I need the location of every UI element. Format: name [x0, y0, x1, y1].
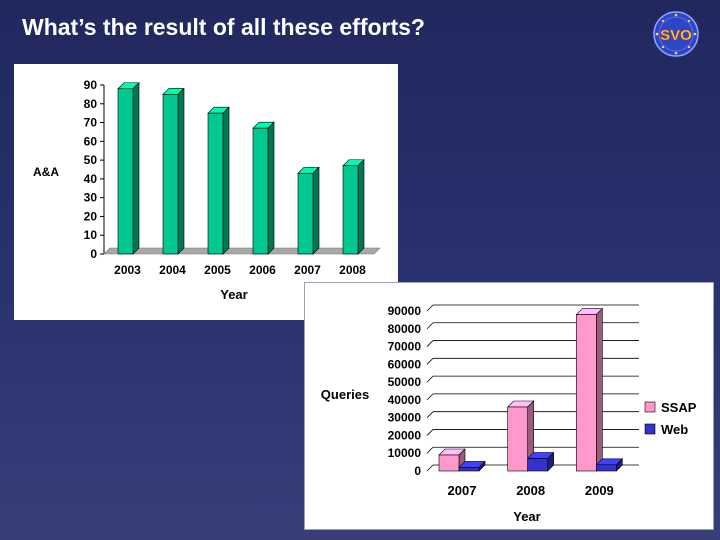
y-tick-label: 0: [90, 247, 97, 261]
x-axis-label: Year: [220, 287, 247, 302]
x-tick-label: 2008: [516, 483, 545, 498]
gridline-depth: [426, 446, 434, 454]
x-tick-label: 2005: [204, 263, 231, 277]
y-tick-label: 50000: [388, 375, 422, 389]
y-tick-label: 20000: [388, 428, 422, 442]
x-tick-label: 2007: [448, 483, 477, 498]
slide-title: What’s the result of all these efforts?: [22, 14, 425, 40]
y-tick-label: 80: [84, 97, 98, 111]
gridline-depth: [426, 411, 434, 418]
bar-2007: [297, 166, 320, 255]
y-axis-ticks: 0 10000 20000 30000 40000 50000 60000 70000 8000…: [388, 304, 422, 478]
bar-2003: [117, 82, 140, 255]
x-tick-label: 2008: [339, 263, 366, 277]
y-tick-label: 60000: [388, 357, 422, 371]
legend-label-ssap: SSAP: [661, 400, 697, 415]
bar-2005: [207, 106, 230, 255]
y-tick-label: 50: [84, 153, 98, 167]
x-tick-label: 2004: [159, 263, 186, 277]
x-axis-labels: 2007 2008 2009: [448, 483, 614, 498]
bar-2008: [342, 159, 365, 255]
y-tick-label: 40000: [388, 393, 422, 407]
legend-label-web: Web: [661, 422, 688, 437]
gridline-depth: [426, 464, 434, 472]
gridline-depth: [426, 304, 434, 312]
legend-swatch-ssap: [644, 401, 656, 413]
legend: SSAP Web: [639, 393, 709, 443]
y-tick-label: 90: [84, 78, 98, 92]
legend-swatch-web: [644, 423, 656, 435]
aa-chart-panel: 0 10 20 30 40 50 60 70 80 90 2003 2004 2005 2006 2007…: [14, 64, 398, 320]
legend-box: [639, 393, 709, 443]
y-tick-label: 30: [84, 191, 98, 205]
y-tick-label: 80000: [388, 322, 422, 336]
bar-SSAP-2007: [438, 448, 466, 472]
gridline-depth: [426, 393, 434, 401]
x-tick-label: 2006: [249, 263, 276, 277]
gridline-depth: [426, 358, 434, 365]
queries-chart: 0 10000 20000 30000 40000 50000 60000 70000 8000…: [321, 304, 709, 524]
x-tick-label: 2003: [114, 263, 141, 277]
y-tick-label: 10: [84, 228, 98, 242]
bar-SSAP-2009: [575, 307, 604, 472]
y-tick-label: 30000: [388, 411, 422, 425]
bar-Web-2007: [458, 460, 486, 472]
bar-2004: [162, 87, 185, 255]
y-tick-label: 40: [84, 172, 98, 186]
x-tick-label: 2007: [294, 263, 321, 277]
svo-logo: SVO: [653, 11, 699, 57]
queries-chart-panel: 0 10000 20000 30000 40000 50000 60000 70000 8000…: [304, 282, 714, 530]
bar-Web-2008: [526, 451, 555, 472]
y-tick-label: 70: [84, 116, 98, 130]
y-tick-label: 60: [84, 134, 98, 148]
x-tick-label: 2009: [585, 483, 614, 498]
y-tick-label: 90000: [388, 304, 422, 318]
bar-2006: [252, 121, 275, 255]
gridline-depth: [426, 340, 434, 347]
gridline-depth: [426, 429, 434, 436]
y-tick-label: 20: [84, 209, 98, 223]
y-axis-label: A&A: [33, 165, 59, 179]
y-tick-label: 70000: [388, 340, 422, 354]
bar-Web-2009: [595, 458, 624, 472]
gridline-depth: [426, 322, 434, 330]
x-axis-labels: 2003 2004 2005 2006 2007 2008: [114, 263, 366, 277]
aa-chart: 0 10 20 30 40 50 60 70 80 90 2003 2004 2005 2006 2007…: [33, 78, 381, 302]
y-tick-label: 0: [414, 464, 421, 478]
gridline-depth: [426, 375, 434, 383]
bars: [117, 82, 365, 255]
logo-text: SVO: [660, 27, 692, 44]
x-axis-label: Year: [513, 509, 540, 524]
y-tick-label: 10000: [388, 446, 422, 460]
chart-floor: [103, 247, 381, 255]
bar-SSAP-2008: [506, 400, 535, 472]
y-axis-label: Queries: [321, 387, 369, 402]
bars: [438, 307, 624, 472]
